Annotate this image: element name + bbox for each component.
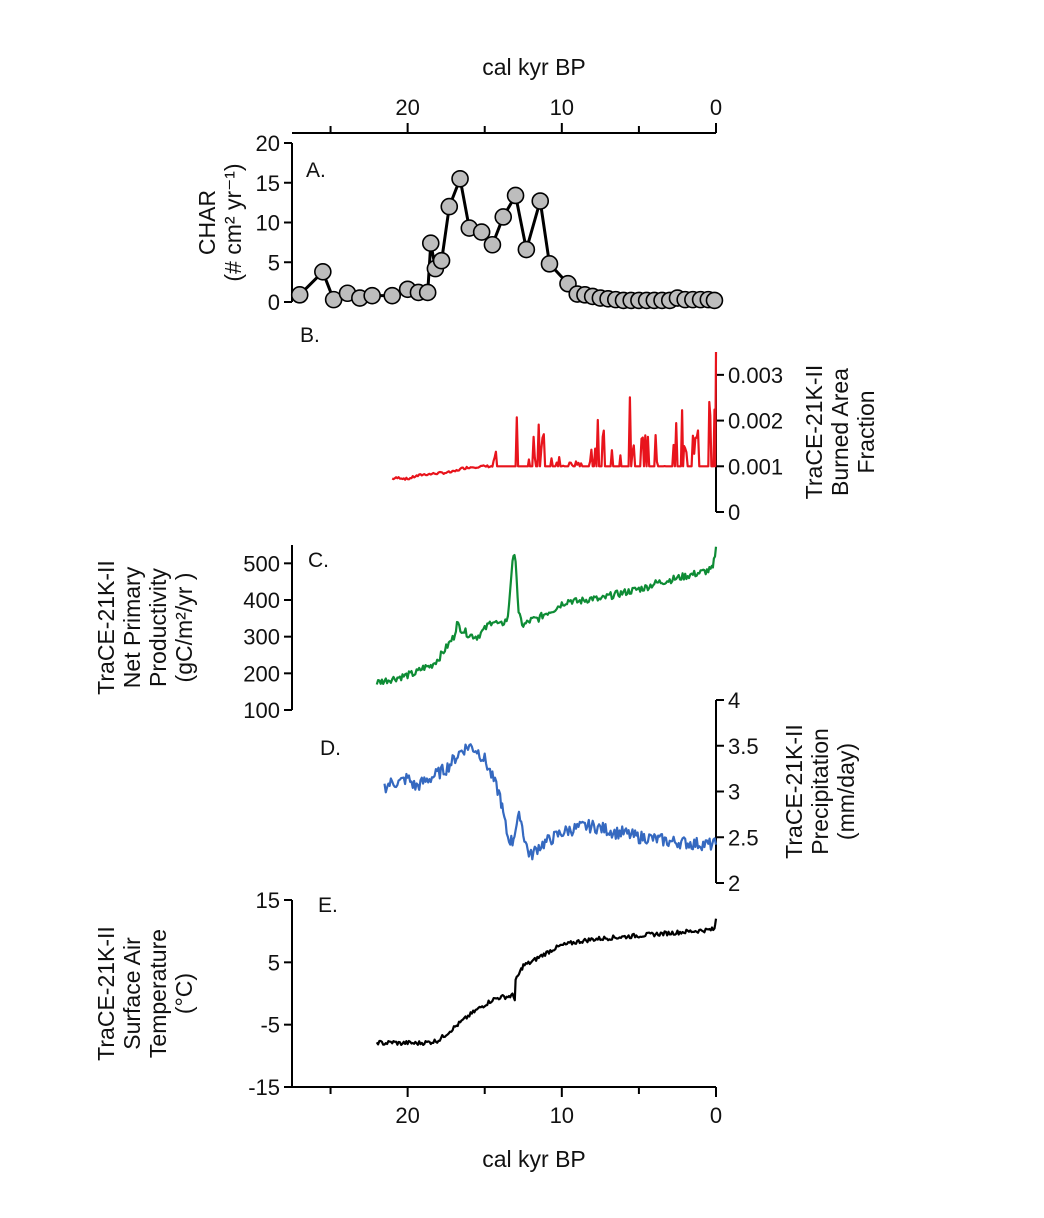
y-tick-label: 3.5	[728, 734, 759, 759]
y-tick-label: 100	[243, 698, 280, 723]
data-point	[418, 283, 437, 302]
y-axis-label-line: TraCE-21K-II	[93, 560, 119, 695]
y-axis-label-line: TraCE-21K-II	[781, 724, 807, 859]
y-axis-label-line: Net Primary	[119, 566, 145, 688]
y-axis-label: TraCE-21K-IINet PrimaryProductivity(gC/m…	[93, 560, 197, 695]
data-point	[517, 240, 536, 259]
panel-label: E.	[318, 894, 338, 917]
y-axis-label: CHAR(# cm² yr⁻¹)	[194, 163, 246, 281]
y-tick-label: 0.001	[728, 454, 783, 479]
y-tick-label: 3	[728, 780, 740, 805]
panel-label: C.	[308, 549, 329, 572]
y-axis-label-line: CHAR	[194, 190, 220, 255]
y-axis-label: TraCE-21K-IIBurned AreaFraction	[801, 365, 879, 500]
series-line	[375, 918, 718, 1046]
series-line	[391, 351, 718, 481]
y-axis-label-line: Fraction	[853, 390, 879, 473]
x-axis-label: cal kyr BP	[482, 54, 586, 80]
y-axis-label-line: (gC/m²/yr )	[171, 573, 197, 683]
y-axis-label-line: Burned Area	[827, 368, 853, 496]
y-axis-label-line: Precipitation	[807, 728, 833, 855]
y-tick-label: 300	[243, 625, 280, 650]
y-tick-label: 5	[268, 250, 280, 275]
y-tick-label: 15	[256, 171, 280, 196]
panel-1: 0 5 10 15 20 CHAR(# cm² yr⁻¹) A. 20 10 0 cal kyr B…	[194, 54, 724, 315]
y-tick-label: 20	[256, 131, 280, 156]
y-tick-label: 400	[243, 588, 280, 613]
data-point	[506, 186, 525, 205]
data-point	[705, 291, 724, 310]
panel-4: 2 2.5 3 3.5 4 TraCE-21K-IIPrecipitation(mm/da…	[320, 688, 859, 896]
y-axis-label: TraCE-21K-IISurface AirTemperature(°C)	[93, 926, 197, 1061]
panel-label: D.	[320, 737, 341, 760]
data-point	[363, 286, 381, 305]
x-tick-label: 0	[710, 1103, 722, 1128]
y-tick-label: 15	[256, 888, 280, 913]
series-line	[375, 546, 718, 685]
y-tick-label: -5	[260, 1013, 280, 1038]
y-tick-label: 0	[268, 290, 280, 315]
x-tick-label: 20	[395, 1103, 419, 1128]
y-axis-label: TraCE-21K-IIPrecipitation(mm/day)	[781, 724, 859, 859]
y-tick-label: 2.5	[728, 825, 759, 850]
panel-5: -15 -5 5 15 TraCE-21K-IISurface AirTemperatu…	[93, 888, 722, 1172]
y-tick-label: 500	[243, 551, 280, 576]
data-point	[432, 251, 451, 270]
panel-2: 0 0.001 0.002 0.003 TraCE-21K-IIBurned AreaF…	[300, 324, 879, 525]
data-point	[494, 208, 513, 226]
y-tick-label: 10	[256, 211, 280, 236]
data-point	[383, 286, 402, 305]
y-tick-label: 0.003	[728, 363, 783, 388]
y-axis-label-line: (°C)	[171, 973, 197, 1014]
x-tick-label: 20	[395, 95, 419, 120]
data-point	[531, 192, 550, 210]
data-point	[440, 197, 459, 216]
y-tick-label: 5	[268, 950, 280, 975]
y-tick-label: 200	[243, 661, 280, 686]
y-tick-label: 0	[728, 500, 740, 525]
panel-label: B.	[300, 324, 320, 347]
data-point	[314, 262, 332, 281]
data-point	[540, 255, 559, 273]
data-point	[290, 286, 309, 304]
y-tick-label: 4	[728, 688, 740, 713]
data-point	[472, 223, 491, 241]
y-tick-label: -15	[248, 1075, 280, 1100]
y-axis-label-line: Temperature	[145, 929, 171, 1058]
y-axis-label-line: (# cm² yr⁻¹)	[220, 163, 246, 281]
x-tick-label: 0	[710, 95, 722, 120]
x-tick-label: 10	[550, 95, 574, 120]
x-axis-label: cal kyr BP	[482, 1146, 586, 1172]
y-axis-label-line: TraCE-21K-II	[93, 926, 119, 1061]
x-tick-label: 10	[550, 1103, 574, 1128]
y-axis-label-line: (mm/day)	[833, 743, 859, 840]
data-point	[421, 234, 440, 252]
y-axis-label-line: Productivity	[145, 568, 171, 687]
y-tick-label: 2	[728, 871, 740, 896]
y-axis-label-line: TraCE-21K-II	[801, 365, 827, 500]
y-tick-label: 0.002	[728, 409, 783, 434]
data-point	[483, 235, 502, 254]
panel-3: 100 200 300 400 500 TraCE-21K-IINet PrimaryPr…	[93, 545, 718, 723]
series-line	[383, 743, 718, 861]
panel-label: A.	[306, 159, 326, 182]
data-point	[451, 169, 469, 188]
y-axis-label-line: Surface Air	[119, 937, 145, 1050]
